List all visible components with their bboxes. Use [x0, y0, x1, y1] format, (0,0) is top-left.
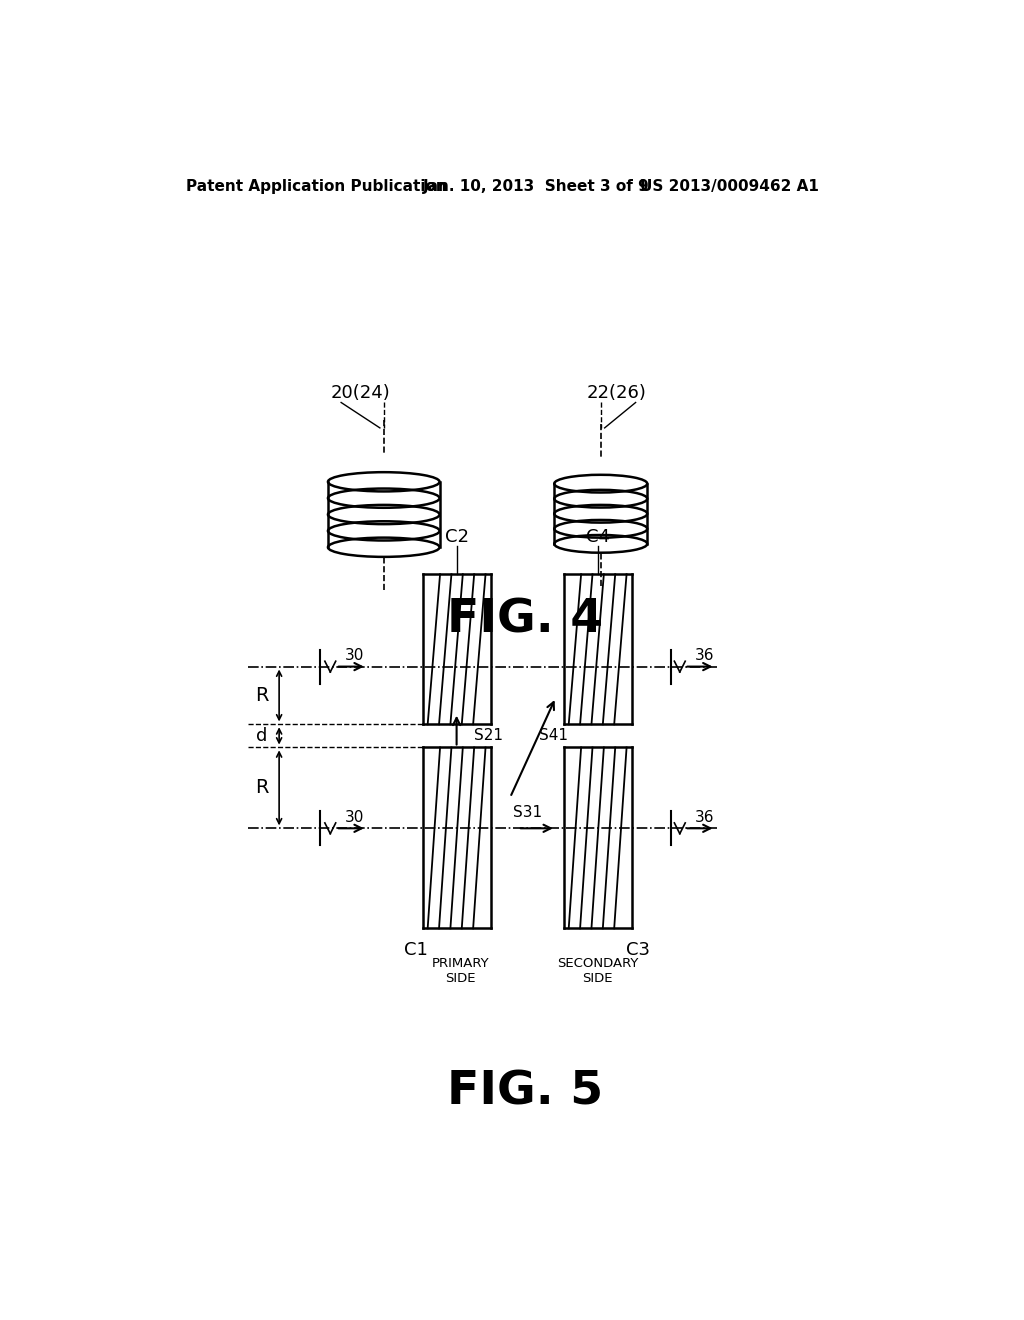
Text: S41: S41	[539, 729, 567, 743]
Text: 36: 36	[694, 648, 714, 664]
Text: 20(24): 20(24)	[331, 384, 390, 403]
Text: R: R	[255, 779, 269, 797]
Text: FIG. 5: FIG. 5	[446, 1069, 603, 1114]
Text: 30: 30	[345, 648, 365, 664]
Text: C1: C1	[404, 941, 428, 958]
Text: S31: S31	[513, 805, 542, 821]
Text: S21: S21	[474, 729, 503, 743]
Text: d: d	[256, 727, 267, 744]
Text: US 2013/0009462 A1: US 2013/0009462 A1	[640, 180, 818, 194]
Text: C4: C4	[586, 528, 609, 546]
Text: SECONDARY
SIDE: SECONDARY SIDE	[557, 957, 638, 985]
Text: Patent Application Publication: Patent Application Publication	[186, 180, 446, 194]
Text: Jan. 10, 2013  Sheet 3 of 9: Jan. 10, 2013 Sheet 3 of 9	[423, 180, 649, 194]
Text: PRIMARY
SIDE: PRIMARY SIDE	[432, 957, 489, 985]
Text: C3: C3	[626, 941, 650, 958]
Text: FIG. 4: FIG. 4	[446, 598, 603, 643]
Text: 36: 36	[694, 810, 714, 825]
Text: 30: 30	[345, 810, 365, 825]
Text: C2: C2	[444, 528, 469, 546]
Text: 22(26): 22(26)	[587, 384, 646, 403]
Text: R: R	[255, 686, 269, 705]
